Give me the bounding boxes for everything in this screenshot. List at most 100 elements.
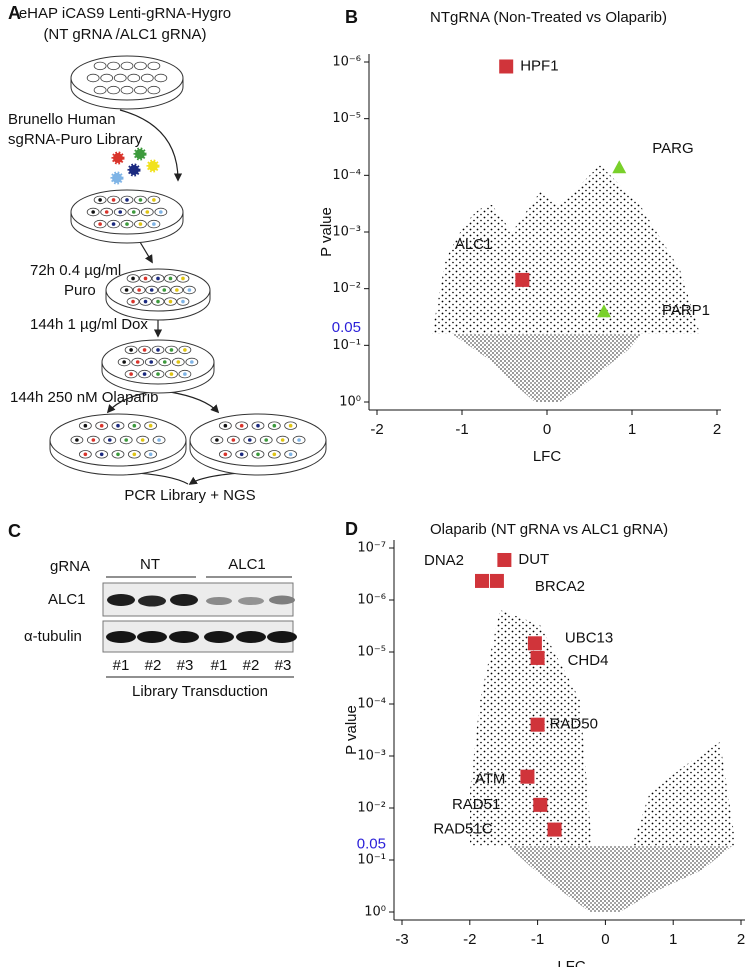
well-cell [152, 198, 156, 202]
group-label: NT [140, 556, 160, 573]
well-cell [132, 452, 137, 457]
well-cell [156, 276, 160, 281]
point-label: UBC13 [565, 629, 613, 646]
well-cell [156, 372, 160, 376]
point-label: HPF1 [520, 57, 558, 74]
well-cell [247, 438, 252, 442]
y-tick-label: 10⁻³ [332, 225, 361, 240]
y-tick-label: 10⁻³ [357, 749, 386, 764]
x-tick-label: 2 [737, 931, 745, 948]
point [497, 552, 512, 567]
well-cell [99, 423, 104, 428]
y-tick-label: 10⁻² [357, 801, 386, 816]
y-axis-label: P value [343, 705, 360, 755]
y-tick-label: 10⁻⁴ [332, 168, 361, 183]
well-cell [168, 276, 173, 281]
point-label: ATM [475, 771, 506, 788]
header-line: (NT gRNA /ALC1 gRNA) [43, 26, 206, 43]
x-tick-label: 0 [543, 421, 551, 438]
point-label: RAD51 [452, 796, 500, 813]
well-cell [135, 360, 140, 364]
y-tick-label: 10⁰ [339, 395, 361, 410]
well-cell [239, 423, 244, 428]
arrow [139, 241, 153, 264]
y-tick-label: 10⁰ [364, 905, 386, 920]
x-tick-label: -1 [455, 421, 468, 438]
well-cell [111, 222, 116, 226]
y-tick-label: 10⁻¹ [332, 338, 361, 353]
well-cell [124, 288, 129, 292]
well-cell [91, 438, 96, 442]
point-label: DUT [518, 551, 549, 568]
well-cell [142, 348, 147, 352]
well-cell [140, 438, 145, 442]
point-label: DNA2 [424, 552, 464, 569]
well-cell [297, 438, 301, 442]
x-tick-label: -2 [463, 931, 476, 948]
well-cell [129, 348, 133, 352]
row-header: gRNA [50, 558, 90, 575]
well-cell [168, 299, 173, 304]
x-tick-label: 0 [601, 931, 609, 948]
panel-c: C gRNA NT ALC1 ALC1 α-tubulin #1 #2 #3 #… [8, 521, 297, 700]
y-tick-label: 10⁻⁵ [357, 645, 386, 660]
point-label: CHD4 [568, 652, 609, 669]
well-cell [272, 423, 277, 428]
library-line: sgRNA-Puro Library [8, 131, 143, 148]
well-cell [152, 222, 156, 226]
well [127, 73, 141, 83]
well [134, 61, 147, 71]
well-cell [131, 276, 135, 281]
well-cell [145, 210, 150, 214]
well-cell [256, 452, 260, 457]
point-label: RAD51C [433, 821, 492, 838]
well [93, 85, 107, 95]
point [475, 573, 490, 588]
x-tick-label: -3 [395, 931, 408, 948]
chart-title: NTgRNA (Non-Treated vs Olaparib) [430, 9, 667, 26]
well-cell [183, 348, 187, 352]
well-cell [99, 452, 104, 457]
row-label: ALC1 [48, 591, 86, 608]
well [100, 73, 114, 83]
well-cell [181, 276, 185, 281]
panel-a: A eHAP iCAS9 Lenti-gRNA-Hygro (NT gRNA /… [8, 3, 327, 504]
point [612, 160, 627, 174]
lane-label: #1 [211, 657, 228, 674]
well-cell [137, 288, 141, 292]
well-cell [83, 423, 88, 428]
well-cell [288, 423, 293, 428]
header-line: eHAP iCAS9 Lenti-gRNA-Hygro [19, 5, 231, 22]
y-tick-label: 10⁻¹ [357, 853, 386, 868]
well-cell [256, 423, 260, 428]
point [527, 636, 542, 651]
lane-label: #1 [113, 657, 130, 674]
library-line: Brunello Human [8, 111, 116, 128]
panel-letter: D [345, 519, 358, 539]
well-cell [231, 438, 236, 442]
x-axis-label: LFC [557, 958, 586, 967]
well [93, 61, 107, 71]
well-cell [107, 438, 112, 442]
well-cell [175, 288, 179, 292]
well-cell [272, 452, 277, 457]
well [140, 73, 154, 83]
well [120, 85, 134, 95]
well-cell [215, 438, 219, 442]
well-cell [83, 452, 88, 457]
row-label: α-tubulin [24, 628, 82, 645]
well [120, 61, 134, 71]
point [547, 822, 562, 837]
well-cell [118, 210, 123, 214]
well-cell [125, 198, 129, 202]
lane-label: #3 [177, 657, 194, 674]
well-cell [156, 348, 160, 352]
well-cell [288, 452, 293, 457]
well-cell [142, 372, 147, 376]
point [489, 573, 504, 588]
well-cell [223, 452, 228, 457]
well-cell [176, 360, 181, 364]
arrow [106, 391, 151, 414]
well-cell [162, 288, 167, 292]
